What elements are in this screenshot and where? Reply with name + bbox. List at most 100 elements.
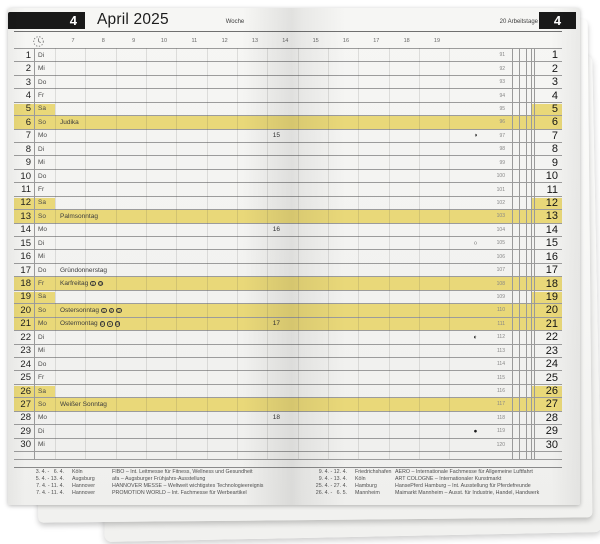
day-number-right: 12 [545, 196, 558, 209]
grid-vertical-line [533, 48, 535, 459]
grid-vertical-line [176, 48, 178, 459]
day-number-right: 19 [545, 290, 558, 303]
grid-vertical-line [115, 48, 117, 459]
day-number: 3 [25, 76, 31, 88]
weekday-label: Di [38, 427, 45, 435]
day-of-year: 120 [496, 441, 505, 448]
weekday-label: Sa [38, 293, 46, 301]
grid-vertical-line [388, 48, 390, 459]
grid-vertical-line [519, 48, 520, 459]
day-number-right: 7 [551, 129, 558, 142]
day-number: 25 [20, 372, 31, 384]
fair-description: afa – Augsburger Frühjahrs-Ausstellung [112, 476, 206, 483]
day-row: 16 Mi 106 16 [14, 249, 562, 263]
holiday-note: Karfreitag D CH [60, 277, 103, 289]
day-number-right: 25 [545, 371, 558, 384]
fair-city: Köln [355, 476, 366, 483]
day-number-right: 13 [545, 210, 558, 223]
day-number: 30 [20, 439, 31, 451]
day-number: 19 [20, 291, 31, 303]
day-of-year: 91 [499, 52, 505, 59]
grid-vertical-line [512, 48, 513, 459]
holiday-name: Ostersonntag [60, 306, 100, 314]
grid-vertical-line [297, 48, 299, 459]
day-of-year: 115 [497, 374, 505, 381]
fair-dates: 7. 4. - 11. 4. [36, 483, 64, 490]
region-mark-icon: CH [116, 307, 122, 314]
day-row: 20 So Ostersonntag D A CH 110 20 [14, 303, 562, 317]
day-number-right: 1 [551, 49, 558, 62]
day-row: 27 So Weißer Sonntag 117 27 [14, 397, 562, 411]
weekday-label: Sa [38, 199, 46, 207]
grid-vertical-line [33, 48, 35, 459]
day-of-year: 102 [496, 199, 505, 206]
hour-label: 8 [101, 38, 105, 44]
day-of-year: 112 [497, 334, 505, 341]
day-number-right: 3 [551, 76, 558, 89]
day-of-year: 101 [496, 186, 505, 193]
weekday-label: Fr [38, 92, 45, 99]
weekday-label: Di [38, 145, 45, 153]
day-row: 7 Mo 15 ◑ 97 7 [14, 128, 562, 142]
moon-phase-icon: ◑ [473, 132, 478, 140]
week-number: 16 [272, 226, 280, 234]
day-number-right: 22 [545, 331, 558, 344]
region-mark-icon: CH [114, 321, 121, 327]
region-mark-icon: A [107, 321, 113, 327]
day-row: 15 Di ○ 105 15 [14, 236, 562, 249]
day-number-right: 15 [545, 237, 558, 250]
day-row: 9 Mi 99 9 [14, 155, 562, 169]
day-of-year: 111 [497, 320, 505, 327]
day-of-year: 100 [496, 173, 505, 180]
week-number: 15 [272, 132, 280, 140]
day-of-year: 105 [496, 240, 505, 247]
region-mark-icon: D [101, 307, 107, 314]
day-number-right: 8 [551, 143, 558, 156]
header-rule [14, 31, 562, 32]
day-of-year: 96 [499, 119, 505, 126]
day-number-right: 28 [545, 411, 558, 424]
weekday-label: Mi [38, 159, 45, 167]
day-number: 4 [25, 90, 31, 101]
day-number: 26 [20, 385, 31, 397]
fair-dates: 25. 4. - 27. 4. [315, 483, 347, 490]
weekday-label: Fr [38, 374, 45, 382]
weekday-label: Di [38, 333, 45, 341]
holiday-name: Karfreitag [60, 280, 89, 288]
grid-vertical-line [55, 48, 56, 459]
weekday-label: So [38, 400, 46, 408]
month-tab-right: 4 [539, 12, 576, 29]
day-of-year: 119 [497, 428, 505, 435]
fair-dates: 26. 4. - 6. 5. [315, 490, 347, 497]
weekday-label: Mo [38, 226, 48, 234]
day-of-year: 94 [499, 92, 505, 99]
day-number: 18 [20, 278, 31, 290]
weekday-label: Fr [38, 186, 45, 194]
fair-dates: 7. 4. - 11. 4. [36, 490, 64, 497]
day-row: 19 Sa 109 19 [14, 289, 562, 304]
hour-label: 10 [160, 38, 168, 44]
day-number: 2 [25, 63, 31, 75]
day-number: 11 [21, 184, 31, 196]
day-number: 5 [25, 103, 31, 115]
holiday-note: Judika [60, 116, 79, 128]
day-number-right: 17 [545, 264, 558, 277]
day-row: 11 Fr 101 11 [14, 182, 562, 196]
day-of-year: 92 [499, 65, 505, 72]
day-number: 24 [20, 358, 31, 370]
weekday-label: Do [38, 266, 47, 274]
day-of-year: 110 [497, 307, 505, 314]
hour-label: 11 [191, 38, 198, 44]
day-number-right: 23 [545, 344, 558, 357]
grid-vertical-line [531, 48, 532, 459]
day-number-right: 2 [551, 62, 558, 75]
day-number: 1 [25, 49, 31, 61]
grid-vertical-line [236, 48, 238, 459]
hour-label: 12 [221, 38, 228, 44]
fair-description: ART COLOGNE – Internationaler Kunstmarkt [395, 476, 502, 483]
hour-label: 19 [433, 38, 441, 44]
weekday-label: So [38, 212, 46, 220]
day-row: 1 Di 91 1 [14, 48, 562, 61]
weekday-label: Sa [38, 387, 46, 395]
